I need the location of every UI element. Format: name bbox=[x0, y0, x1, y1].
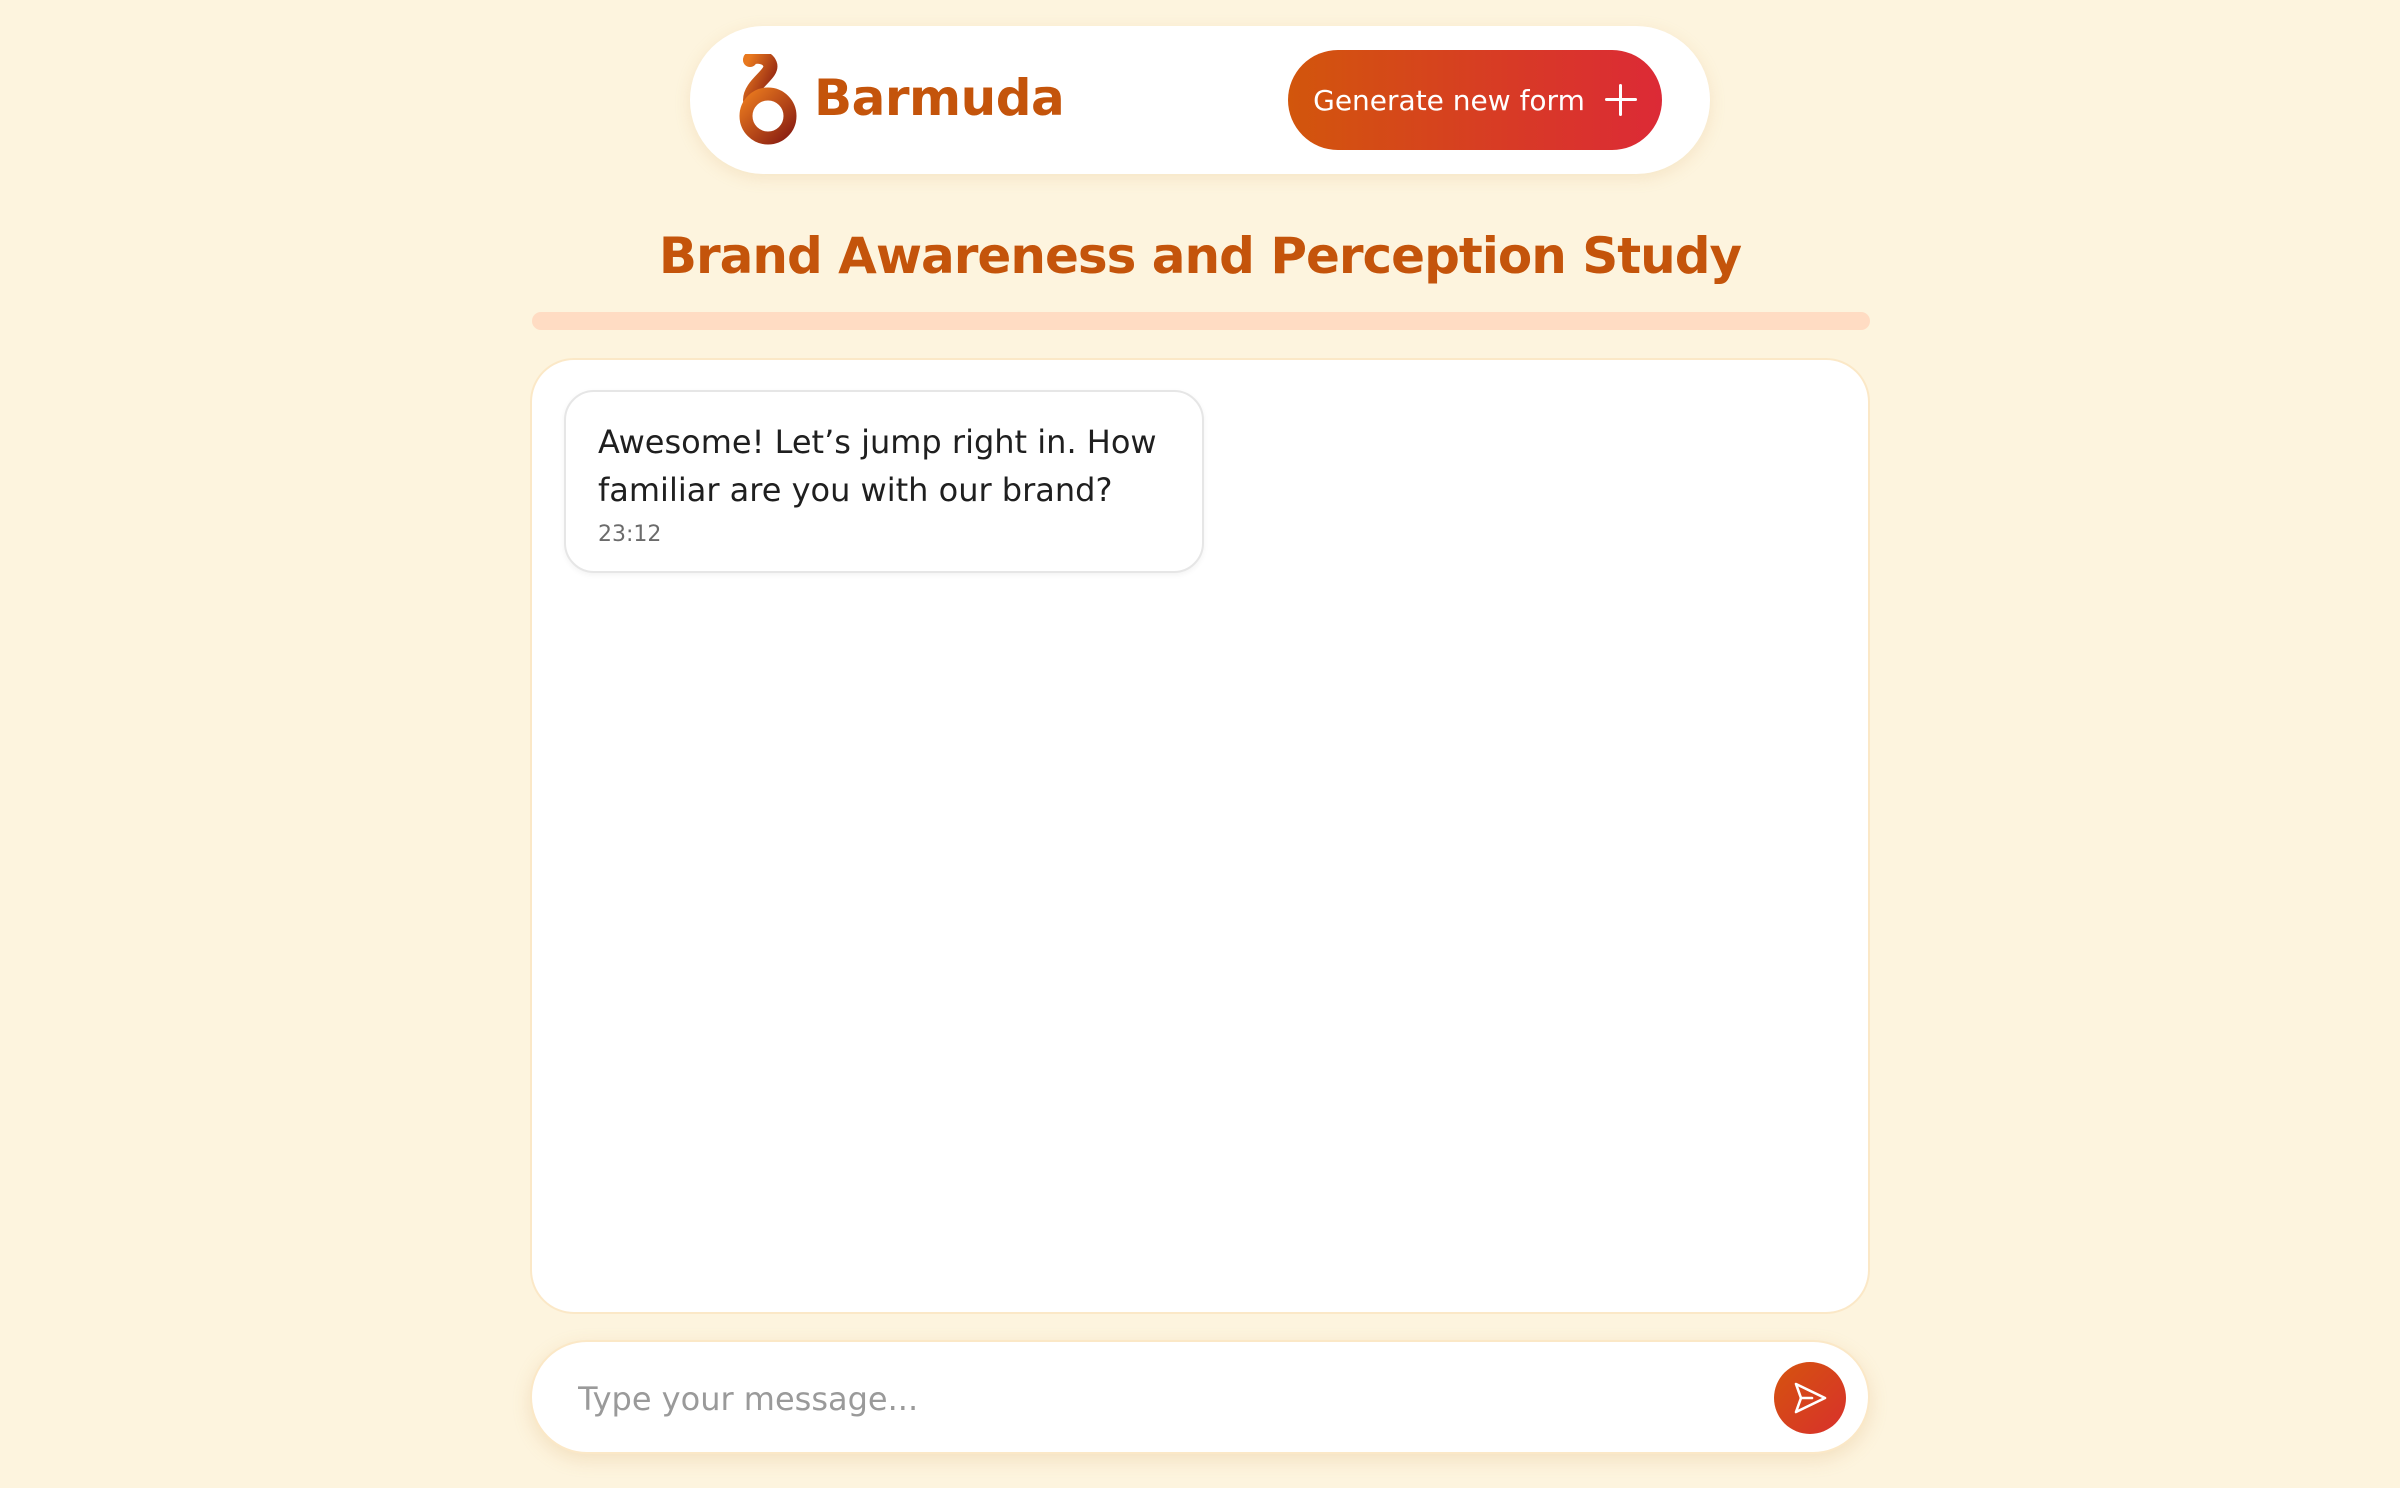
generate-new-form-label: Generate new form bbox=[1313, 83, 1585, 117]
send-icon bbox=[1794, 1382, 1827, 1414]
progress-bar bbox=[532, 312, 1870, 330]
send-button[interactable] bbox=[1774, 1362, 1846, 1434]
message-input[interactable] bbox=[576, 1368, 1730, 1430]
bot-message-bubble: Awesome! Let’s jump right in. How famili… bbox=[564, 390, 1204, 573]
plus-icon bbox=[1604, 84, 1637, 116]
message-composer bbox=[530, 1340, 1870, 1454]
top-bar: Barmuda Generate new form bbox=[690, 26, 1710, 174]
brand-name: Barmuda bbox=[814, 69, 1065, 127]
form-title: Brand Awareness and Perception Study bbox=[658, 227, 1742, 285]
barmuda-logo-icon bbox=[739, 54, 797, 145]
message-timestamp: 23:12 bbox=[598, 522, 662, 547]
generate-new-form-button[interactable]: Generate new form bbox=[1288, 50, 1662, 150]
chat-panel[interactable]: Awesome! Let’s jump right in. How famili… bbox=[530, 358, 1870, 1314]
message-text: Awesome! Let’s jump right in. How famili… bbox=[598, 423, 1157, 509]
